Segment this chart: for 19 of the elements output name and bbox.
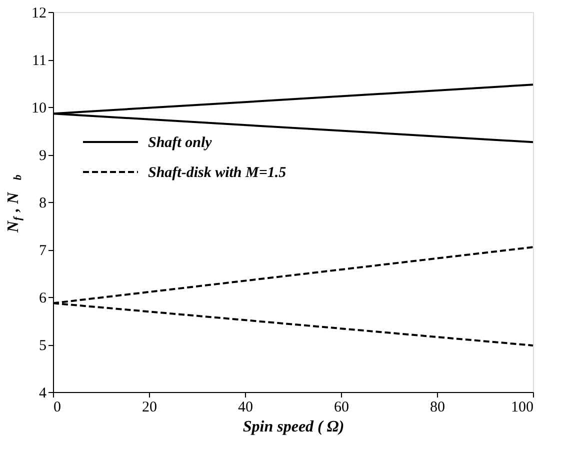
x-tick-label: 20 [142,400,157,416]
x-tick-label: 40 [238,400,253,416]
x-tick-label: 0 [54,400,61,416]
y-tick-label: 4 [39,386,47,402]
y-tick-label: 9 [39,148,46,164]
y-tick-label: 6 [39,290,47,306]
y-tick-label: 8 [39,196,46,212]
x-axis-title: Spin speed ( Ω) [242,418,344,436]
y-tick-label: 12 [32,6,46,22]
legend-label: Shaft-disk with M=1.5 [148,165,287,181]
x-tick-label: 60 [334,400,349,416]
y-tick-label: 5 [39,338,46,354]
y-tick-label: 7 [39,243,47,259]
y-tick-label: 10 [32,100,46,116]
legend-label: Shaft only [148,135,212,151]
y-axis-title: Nf, Nb [5,174,24,234]
x-tick-label: 100 [511,400,534,416]
y-tick-label: 11 [32,53,46,69]
x-tick-label: 80 [430,400,445,416]
